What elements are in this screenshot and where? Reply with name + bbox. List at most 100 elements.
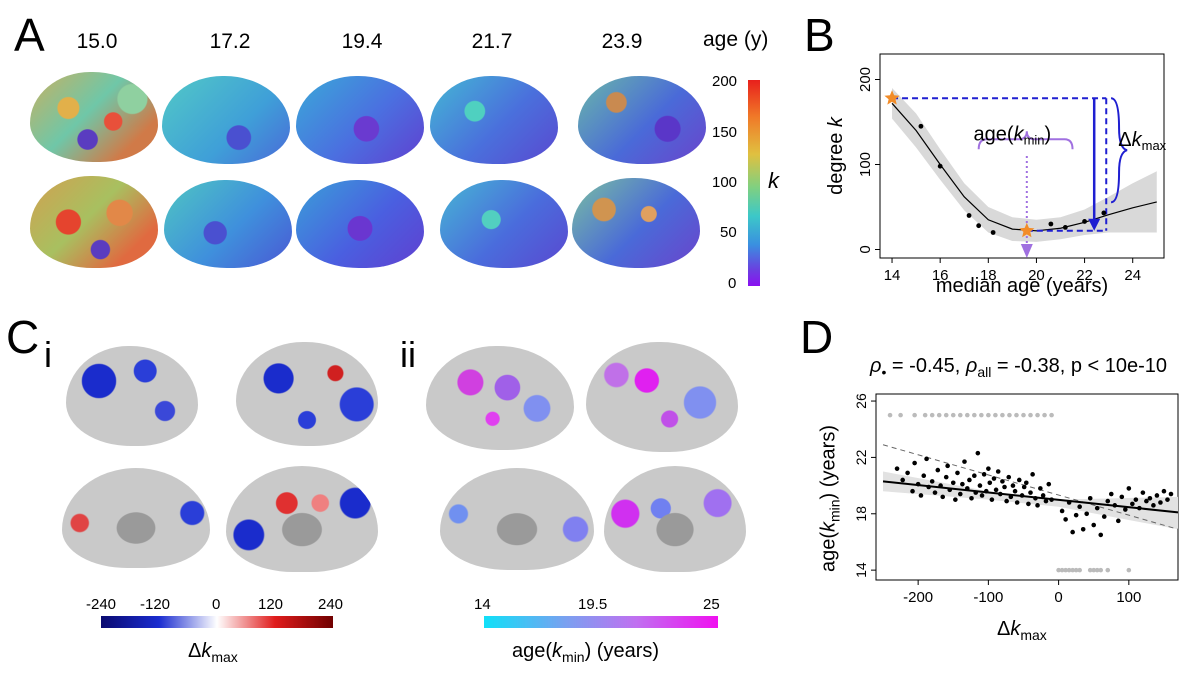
region-point-59 <box>1040 493 1046 498</box>
region-point-27 <box>972 473 977 479</box>
region-point-12 <box>935 467 941 473</box>
brain-cii-medial-left <box>440 468 594 570</box>
excluded-point-11 <box>979 412 984 418</box>
region-point-7 <box>921 473 927 479</box>
brain-ci-lateral-right <box>236 342 378 446</box>
excluded-point-31 <box>1094 567 1100 573</box>
region-point-69 <box>1080 526 1086 532</box>
d-x-tick-label-1: -100 <box>973 589 1003 606</box>
excluded-point-10 <box>972 412 977 418</box>
d-y-tick-label-3: 26 <box>853 393 869 409</box>
kmax-star <box>884 90 900 105</box>
region-point-26 <box>969 495 974 501</box>
age-label-5: 23.9 <box>601 30 643 53</box>
k-colorbar-tick-200: 200 <box>712 73 738 90</box>
dk-colorbar-label: Δkmax <box>188 640 238 665</box>
region-point-43 <box>1004 498 1009 504</box>
d-y-tick-label-1: 18 <box>853 506 869 522</box>
brain-ci-medial-left <box>62 468 210 568</box>
excluded-point-33 <box>1105 567 1111 573</box>
agekmin-colorbar-tick-1: 14 <box>474 596 491 613</box>
region-point-34 <box>986 466 991 471</box>
excluded-point-25 <box>1066 567 1072 573</box>
data-point-10 <box>1101 210 1107 216</box>
region-point-32 <box>981 472 987 477</box>
dk-colorbar-tick-1: -240 <box>86 596 117 613</box>
region-point-80 <box>1119 494 1125 500</box>
region-point-31 <box>979 493 985 498</box>
region-point-15 <box>943 474 949 480</box>
region-point-55 <box>1030 472 1035 477</box>
region-point-67 <box>1073 512 1079 518</box>
region-point-92 <box>1161 488 1167 494</box>
data-point-1 <box>918 123 924 129</box>
region-point-94 <box>1168 491 1174 497</box>
region-point-20 <box>955 470 960 476</box>
excluded-point-29 <box>1087 567 1093 573</box>
region-point-53 <box>1026 501 1031 507</box>
region-point-18 <box>950 480 956 486</box>
excluded-point-28 <box>1077 567 1082 573</box>
kmin-star <box>1019 222 1035 238</box>
age-kmin-arrow-head <box>1020 244 1033 258</box>
region-point-48 <box>1014 500 1020 505</box>
d-y-tick-label-2: 22 <box>853 449 869 465</box>
brain-cii-medial-right <box>604 466 746 572</box>
region-point-35 <box>987 480 993 486</box>
age-label-1: 15.0 <box>76 30 118 53</box>
region-point-4 <box>912 460 917 466</box>
x-tick-label-1: 16 <box>932 267 949 284</box>
confidence-ribbon <box>892 88 1157 242</box>
region-point-58 <box>1038 486 1043 491</box>
k-colorbar <box>748 80 760 286</box>
region-point-52 <box>1023 480 1029 486</box>
region-point-88 <box>1147 495 1153 501</box>
panel-a-letter: A <box>14 9 45 61</box>
region-point-41 <box>1000 479 1005 484</box>
k-colorbar-tick-0: 0 <box>728 275 737 292</box>
excluded-point-16 <box>1014 412 1019 418</box>
region-point-75 <box>1101 514 1107 519</box>
region-point-19 <box>953 497 958 502</box>
excluded-point-30 <box>1091 567 1097 573</box>
brain-lateral-age4-top <box>430 76 558 164</box>
region-point-54 <box>1028 490 1033 495</box>
region-point-77 <box>1108 491 1114 497</box>
brain-lateral-age2-bottom <box>164 180 292 268</box>
excluded-point-5 <box>936 412 942 418</box>
x-tick-label-2: 18 <box>980 267 997 284</box>
region-point-29 <box>975 450 981 456</box>
data-point-2 <box>937 163 943 169</box>
data-point-9 <box>1082 219 1087 224</box>
brain-cii-lateral-right <box>586 342 738 452</box>
region-point-90 <box>1154 493 1160 498</box>
region-point-16 <box>945 463 950 469</box>
excluded-point-20 <box>1042 412 1047 418</box>
data-point-7 <box>1048 221 1054 227</box>
panel-d-stats: ρ• = -0.45, ρall = -0.38, p < 10e-10 <box>870 355 1168 380</box>
region-point-8 <box>924 456 929 462</box>
brain-lateral-age4-bottom <box>440 180 568 268</box>
panel-b-xlabel: median age (years) <box>936 275 1108 297</box>
excluded-point-1 <box>898 412 903 418</box>
region-point-1 <box>900 477 905 483</box>
brain-lateral-age3-top <box>296 76 424 164</box>
region-point-81 <box>1123 507 1128 512</box>
excluded-point-0 <box>887 412 893 418</box>
region-point-73 <box>1094 505 1100 511</box>
panel-d-letter: D <box>800 311 834 363</box>
region-point-64 <box>1063 517 1068 522</box>
region-point-11 <box>932 490 938 495</box>
region-point-0 <box>894 466 900 471</box>
region-point-66 <box>1070 529 1075 535</box>
region-point-37 <box>991 476 997 481</box>
region-point-91 <box>1158 500 1163 505</box>
region-point-47 <box>1012 488 1018 494</box>
region-point-38 <box>993 487 999 493</box>
x-tick-label-0: 14 <box>884 267 901 284</box>
region-point-79 <box>1116 518 1121 524</box>
panel-c-sub-ii: ii <box>400 334 416 375</box>
region-point-39 <box>995 469 1001 474</box>
region-point-23 <box>962 459 967 464</box>
delta-arrow-head <box>1088 218 1101 231</box>
